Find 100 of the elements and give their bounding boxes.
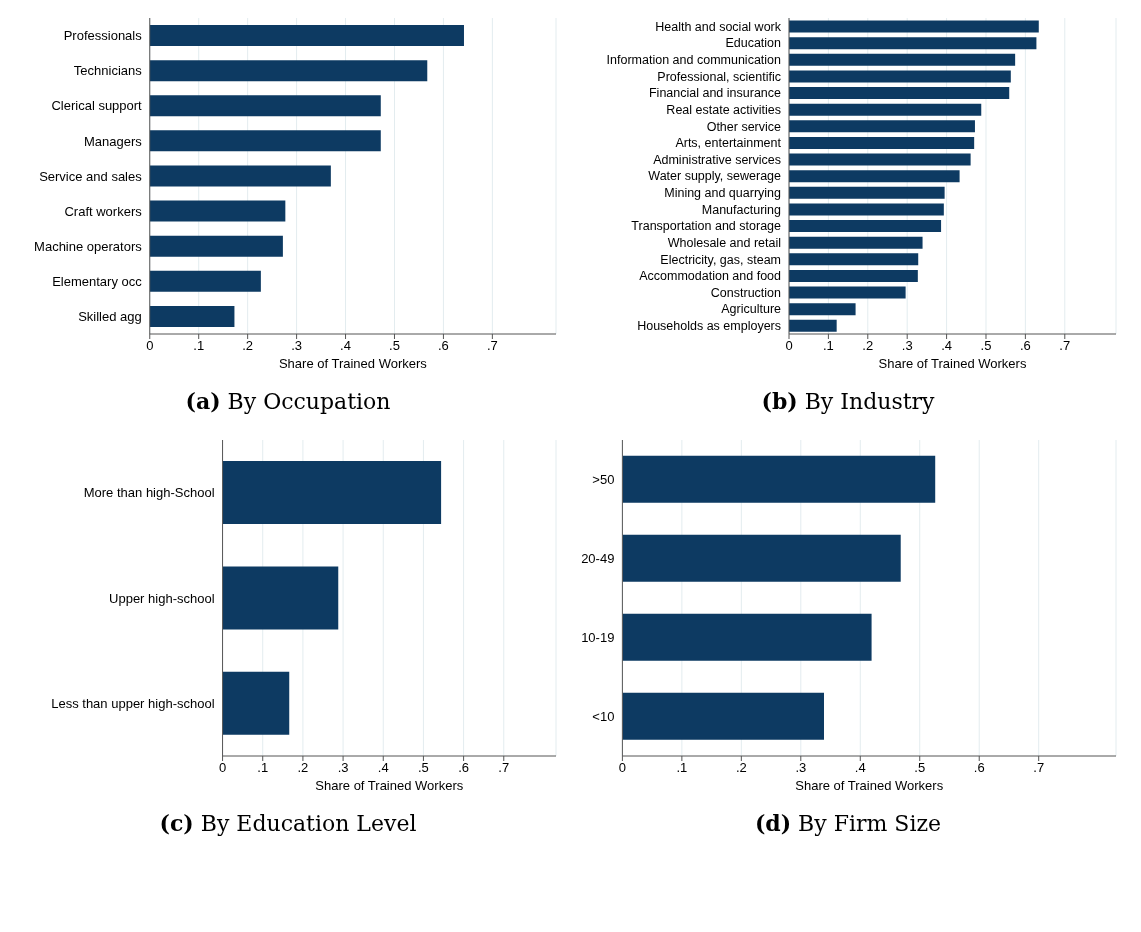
bar: [789, 303, 856, 316]
x-tick-label: .5: [914, 760, 926, 776]
y-tick-label: Agriculture: [721, 302, 782, 317]
bar: [149, 165, 331, 187]
bar: [789, 203, 944, 216]
x-tick-label: .2: [297, 760, 309, 776]
bar: [149, 235, 283, 257]
x-tick-label: .6: [438, 338, 449, 354]
x-axis-title: Share of Trained Workers: [315, 778, 464, 793]
x-tick-label: .1: [822, 338, 834, 354]
x-tick-label: .4: [377, 760, 389, 776]
y-tick-label: Health and social work: [655, 19, 782, 34]
x-tick-label: 0: [618, 760, 627, 776]
bar: [789, 103, 982, 116]
x-tick-label: .5: [389, 338, 400, 354]
bar: [622, 534, 901, 582]
x-tick-label: .7: [498, 760, 510, 776]
bar: [789, 120, 975, 133]
bar: [789, 70, 1011, 83]
x-tick-label: .2: [862, 338, 874, 354]
y-tick-label: Machine operators: [34, 238, 143, 254]
bar: [789, 20, 1039, 33]
bar: [222, 671, 290, 735]
x-tick-label: .3: [291, 338, 303, 354]
x-tick-label: .3: [337, 760, 349, 776]
bar: [789, 269, 918, 282]
y-tick-label: Professionals: [63, 28, 143, 44]
bar: [789, 186, 945, 199]
x-tick-label: .5: [418, 760, 429, 776]
y-tick-label: Elementary occ: [52, 273, 143, 289]
x-tick-label: .4: [854, 760, 866, 776]
bar: [149, 130, 381, 152]
x-tick-label: .6: [458, 760, 470, 776]
y-tick-label: Skilled agg: [78, 309, 142, 325]
y-tick-label: Service and sales: [39, 168, 143, 184]
y-tick-label: Wholesale and retail: [667, 235, 781, 250]
bar: [789, 136, 975, 149]
x-tick-label: .7: [486, 338, 498, 354]
y-tick-label: Upper high-school: [109, 590, 215, 606]
bar: [789, 253, 919, 266]
bar: [789, 170, 960, 183]
bar: [789, 319, 837, 332]
x-tick-label: .3: [901, 338, 913, 354]
y-tick-label: Professional, scientific: [657, 69, 781, 84]
bar: [622, 613, 872, 661]
y-tick-label: Clerical support: [51, 98, 143, 114]
text: (a) By Occupation: [184, 388, 392, 414]
x-tick-label: 0: [146, 338, 154, 354]
y-tick-label: Technicians: [73, 63, 143, 79]
y-tick-label: Less than upper high-school: [51, 695, 215, 711]
bar: [149, 25, 464, 47]
x-axis-title: Share of Trained Workers: [278, 356, 428, 371]
y-tick-label: Manufacturing: [701, 202, 782, 217]
bar: [222, 461, 442, 525]
y-tick-label: 10-19: [581, 630, 615, 646]
x-tick-label: 0: [218, 760, 227, 776]
bar: [789, 153, 971, 166]
x-tick-label: .4: [340, 338, 351, 354]
y-tick-label: Households as employers: [637, 319, 781, 334]
y-tick-label: Craft workers: [64, 203, 143, 219]
x-tick-label: .5: [980, 338, 992, 354]
y-tick-label: Arts, entertainment: [675, 136, 782, 151]
bar: [149, 305, 235, 327]
x-tick-label: .1: [257, 760, 269, 776]
y-tick-label: Construction: [710, 285, 782, 300]
text: (c) By Education Level: [158, 810, 418, 836]
x-tick-label: .6: [1019, 338, 1031, 354]
x-tick-label: .7: [1059, 338, 1071, 354]
bar: [789, 87, 1010, 100]
x-tick-label: .7: [1033, 760, 1045, 776]
x-tick-label: .2: [242, 338, 254, 354]
bar: [222, 566, 339, 630]
y-tick-label: <10: [592, 709, 615, 725]
bar: [789, 220, 942, 233]
y-tick-label: Administrative services: [653, 152, 781, 167]
y-tick-label: Information and communication: [606, 53, 782, 68]
y-tick-label: 20-49: [581, 551, 615, 567]
y-tick-label: Education: [725, 36, 782, 51]
y-tick-label: Transportation and storage: [631, 219, 782, 234]
text: (b) By Industry: [760, 388, 936, 414]
x-tick-label: .4: [941, 338, 953, 354]
bar: [789, 53, 1016, 66]
x-tick-label: 0: [785, 338, 793, 354]
x-axis-title: Share of Trained Workers: [878, 356, 1027, 371]
x-tick-label: .1: [193, 338, 205, 354]
text: (d) By Firm Size: [753, 810, 943, 836]
y-tick-label: Water supply, sewerage: [648, 169, 782, 184]
y-tick-label: Other service: [706, 119, 782, 134]
y-tick-label: Electricity, gas, steam: [660, 252, 781, 267]
x-tick-label: .2: [735, 760, 747, 776]
bar: [149, 200, 286, 222]
x-tick-label: .1: [676, 760, 688, 776]
x-axis-title: Share of Trained Workers: [795, 778, 944, 793]
x-tick-label: .6: [973, 760, 985, 776]
y-tick-label: Accommodation and food: [639, 269, 782, 284]
bar: [622, 455, 936, 503]
y-tick-label: Managers: [83, 133, 143, 149]
bar: [622, 692, 824, 740]
bar: [789, 286, 906, 299]
bar: [789, 37, 1037, 50]
